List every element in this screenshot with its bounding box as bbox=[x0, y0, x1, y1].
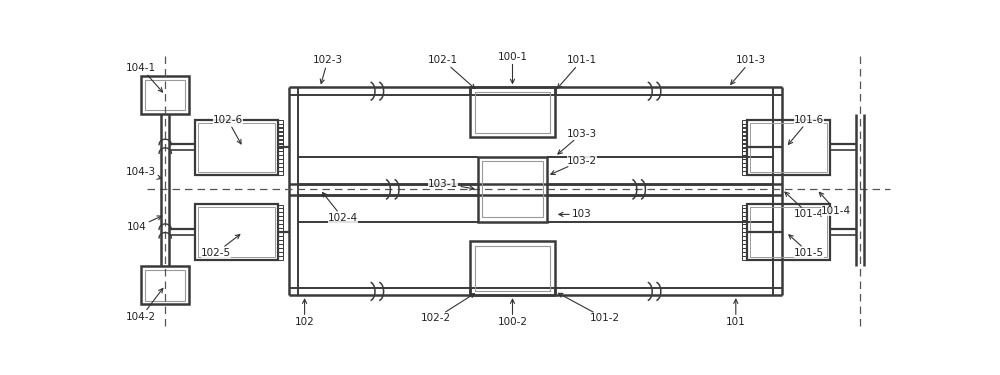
Bar bbox=[470, 87, 555, 137]
Bar bbox=[195, 204, 278, 260]
Bar bbox=[278, 212, 283, 220]
Text: 101: 101 bbox=[726, 299, 746, 327]
Bar bbox=[742, 244, 747, 252]
Bar bbox=[475, 246, 550, 291]
Text: 102-4: 102-4 bbox=[323, 192, 358, 223]
Bar bbox=[278, 216, 283, 224]
Bar bbox=[742, 156, 747, 163]
Text: 102-3: 102-3 bbox=[313, 56, 343, 84]
Text: 104-1: 104-1 bbox=[126, 63, 163, 92]
Bar bbox=[742, 209, 747, 216]
Bar bbox=[278, 220, 283, 228]
Text: 104: 104 bbox=[127, 216, 162, 232]
Text: 102-1: 102-1 bbox=[428, 56, 475, 88]
Bar bbox=[145, 270, 185, 301]
Bar bbox=[742, 220, 747, 228]
Text: 103-1: 103-1 bbox=[428, 178, 474, 190]
Bar bbox=[278, 140, 283, 147]
Text: 101-4: 101-4 bbox=[819, 192, 851, 216]
Text: 104-3: 104-3 bbox=[126, 167, 161, 179]
Bar bbox=[750, 207, 827, 257]
Bar bbox=[750, 123, 827, 172]
Bar bbox=[742, 159, 747, 167]
Bar bbox=[742, 232, 747, 240]
Bar bbox=[742, 124, 747, 132]
Bar bbox=[742, 248, 747, 256]
Bar bbox=[742, 120, 747, 128]
Bar bbox=[278, 144, 283, 151]
Text: 101-4: 101-4 bbox=[785, 192, 824, 219]
Bar bbox=[742, 236, 747, 244]
Bar bbox=[742, 164, 747, 171]
Bar bbox=[278, 232, 283, 240]
Bar bbox=[278, 124, 283, 132]
Bar bbox=[278, 167, 283, 175]
Bar bbox=[278, 164, 283, 171]
Bar bbox=[742, 252, 747, 260]
Text: 100-1: 100-1 bbox=[498, 51, 528, 83]
Text: 101-3: 101-3 bbox=[731, 56, 766, 84]
Text: 101-6: 101-6 bbox=[788, 115, 824, 144]
Bar bbox=[198, 123, 275, 172]
Text: 102: 102 bbox=[295, 299, 314, 327]
Bar bbox=[278, 136, 283, 143]
Bar bbox=[278, 209, 283, 216]
Bar bbox=[470, 242, 555, 295]
Bar bbox=[742, 240, 747, 248]
Bar bbox=[482, 161, 543, 218]
Text: 102-5: 102-5 bbox=[201, 235, 240, 258]
Bar bbox=[742, 228, 747, 236]
Bar bbox=[278, 204, 283, 212]
Bar bbox=[278, 252, 283, 260]
Bar bbox=[742, 147, 747, 155]
Bar bbox=[278, 156, 283, 163]
Bar bbox=[278, 132, 283, 140]
Bar bbox=[278, 224, 283, 232]
Bar bbox=[141, 266, 189, 305]
Text: 101-2: 101-2 bbox=[558, 293, 620, 323]
Bar bbox=[478, 157, 547, 222]
Bar bbox=[742, 136, 747, 143]
Text: 102-6: 102-6 bbox=[213, 115, 243, 144]
Bar bbox=[278, 228, 283, 236]
Bar bbox=[742, 152, 747, 159]
Bar bbox=[198, 207, 275, 257]
Bar bbox=[278, 120, 283, 128]
Bar bbox=[742, 128, 747, 135]
Text: 103-3: 103-3 bbox=[558, 129, 597, 154]
Bar bbox=[278, 244, 283, 252]
Bar bbox=[195, 120, 278, 175]
Text: 101-5: 101-5 bbox=[789, 235, 824, 258]
Bar bbox=[278, 147, 283, 155]
Bar bbox=[145, 80, 185, 111]
Bar bbox=[742, 212, 747, 220]
Bar bbox=[278, 248, 283, 256]
Text: 102-2: 102-2 bbox=[420, 294, 474, 323]
Text: 103: 103 bbox=[559, 209, 592, 219]
Bar bbox=[747, 204, 830, 260]
Bar bbox=[475, 92, 550, 133]
Bar bbox=[141, 76, 189, 114]
Bar bbox=[278, 240, 283, 248]
Text: 100-2: 100-2 bbox=[498, 299, 528, 327]
Text: 101-1: 101-1 bbox=[557, 56, 597, 88]
Bar bbox=[742, 140, 747, 147]
Bar bbox=[278, 159, 283, 167]
Text: 103-2: 103-2 bbox=[551, 156, 597, 174]
Bar bbox=[278, 128, 283, 135]
Bar bbox=[742, 216, 747, 224]
Bar bbox=[742, 167, 747, 175]
Bar bbox=[742, 204, 747, 212]
Bar bbox=[742, 144, 747, 151]
Bar bbox=[278, 236, 283, 244]
Bar bbox=[747, 120, 830, 175]
Bar bbox=[742, 224, 747, 232]
Bar bbox=[278, 152, 283, 159]
Text: 104-2: 104-2 bbox=[126, 288, 163, 322]
Bar bbox=[742, 132, 747, 140]
